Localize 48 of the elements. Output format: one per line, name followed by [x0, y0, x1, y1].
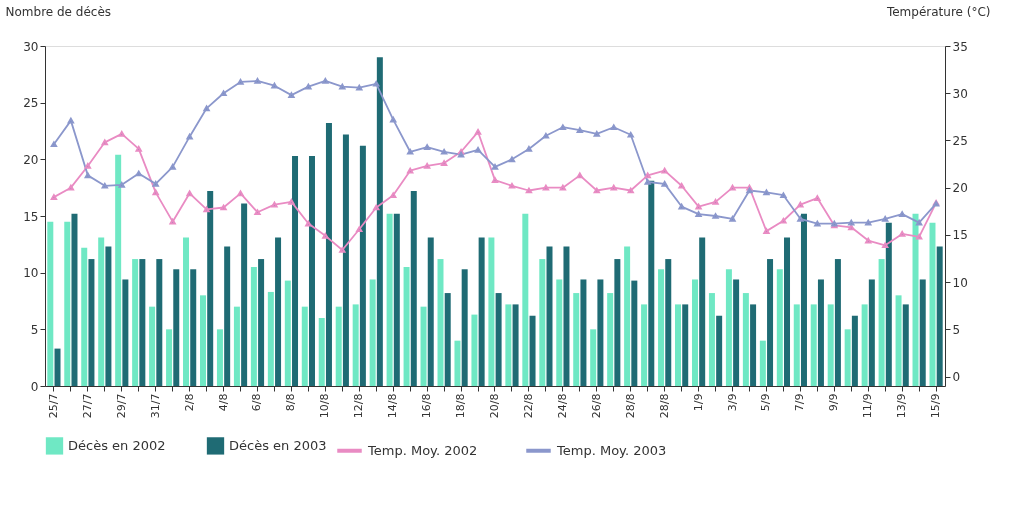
x-tick-label: 18/8: [454, 393, 468, 419]
x-tick-label: 4/8: [216, 393, 230, 412]
x-tick-label: 31/7: [148, 393, 162, 419]
y-tick-label: 30: [23, 39, 39, 54]
x-tick-label: 16/8: [420, 393, 434, 419]
x-tick-label: 13/9: [895, 393, 909, 419]
y-tick-label: 20: [23, 152, 39, 167]
x-tick-label: 2/8: [182, 393, 196, 412]
y2-tick-label: 30: [952, 86, 968, 101]
legend-label: Temp. Moy. 2002: [367, 442, 478, 458]
y-tick-label: 5: [30, 322, 39, 337]
y-tick-label: 0: [30, 379, 39, 394]
x-tick-label: 20/8: [488, 393, 501, 419]
x-tick-label: 5/9: [759, 393, 773, 412]
y2-tick-label: 5: [952, 322, 961, 337]
x-tick-label: 22/8: [521, 393, 535, 419]
x-tick-label: 25/7: [46, 393, 60, 419]
y2-axis-title: Température (°C): [885, 4, 991, 19]
y-tick-label: 25: [23, 96, 39, 111]
y2-tick-label: 10: [952, 275, 968, 290]
x-tick-label: 6/8: [250, 393, 264, 412]
y2-tick-label: 25: [952, 133, 968, 148]
x-tick-label: 10/8: [318, 393, 332, 419]
y-axis-title: Nombre de décès: [5, 4, 112, 19]
x-tick-label: 28/8: [623, 393, 637, 419]
x-tick-label: 15/9: [929, 393, 943, 419]
y2-tick-label: 15: [952, 228, 968, 243]
x-tick-label: 11/9: [861, 393, 875, 419]
x-tick-label: 7/9: [793, 393, 807, 412]
x-tick-label: 8/8: [284, 393, 298, 412]
y2-tick-label: 35: [952, 39, 968, 54]
x-tick-label: 24/8: [555, 393, 569, 419]
x-tick-label: 27/7: [80, 393, 94, 419]
x-tick-label: 14/8: [386, 393, 400, 419]
x-tick-label: 28/8: [657, 393, 671, 419]
x-tick-label: 3/9: [725, 393, 739, 412]
legend-label: Temp. Moy. 2003: [556, 442, 667, 458]
y2-tick-label: 20: [952, 181, 968, 196]
x-tick-label: 1/9: [691, 393, 705, 412]
legend-label: Décès en 2002: [68, 437, 166, 453]
y2-tick-label: 0: [952, 370, 961, 385]
y-tick-label: 10: [23, 266, 39, 281]
x-tick-label: 26/8: [589, 393, 603, 419]
legend-label: Décès en 2003: [229, 437, 327, 453]
x-tick-label: 12/8: [352, 393, 366, 419]
x-tick-label: 29/7: [114, 393, 128, 419]
y-tick-label: 15: [23, 209, 39, 224]
x-tick-label: 9/9: [827, 393, 841, 412]
